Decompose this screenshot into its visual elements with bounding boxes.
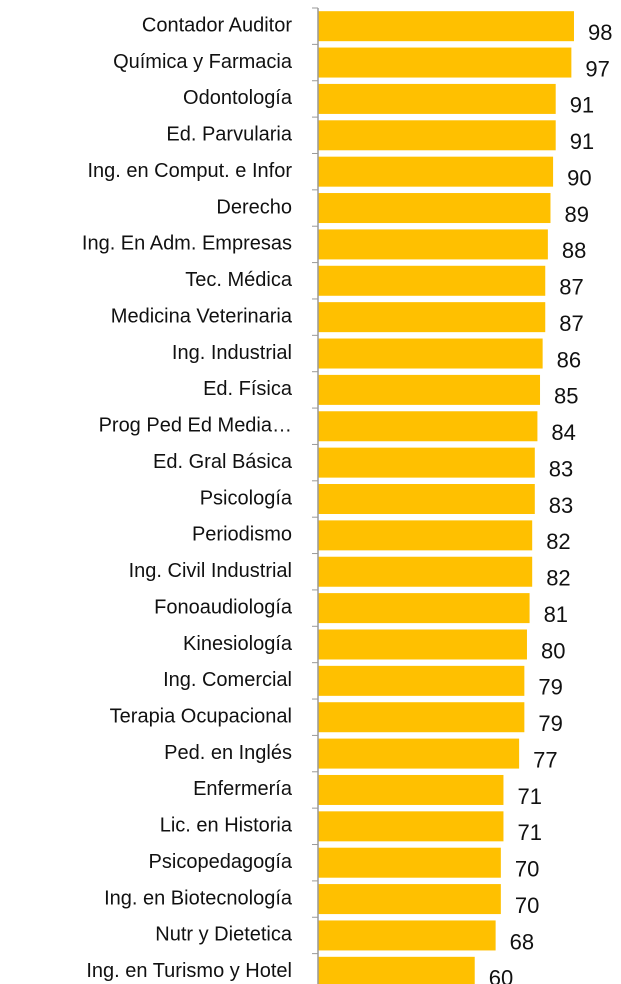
category-label: Ed. Gral Básica bbox=[153, 451, 293, 473]
category-label: Periodismo bbox=[192, 524, 292, 546]
bar bbox=[318, 847, 501, 878]
category-label: Ing. Civil Industrial bbox=[129, 560, 292, 582]
value-label: 82 bbox=[546, 529, 570, 554]
category-label: Terapia Ocupacional bbox=[110, 706, 292, 728]
value-label: 97 bbox=[585, 56, 609, 81]
bar bbox=[318, 738, 520, 769]
bar bbox=[318, 193, 551, 224]
value-label: 71 bbox=[517, 820, 541, 845]
bar bbox=[318, 447, 535, 478]
bar bbox=[318, 265, 546, 296]
value-label: 85 bbox=[554, 384, 578, 409]
category-label: Medicina Veterinaria bbox=[111, 305, 293, 327]
category-label: Ing. en Biotecnología bbox=[104, 887, 293, 909]
value-label: 70 bbox=[515, 857, 539, 882]
bar bbox=[318, 338, 543, 369]
category-label: Enfermería bbox=[193, 778, 293, 800]
value-label: 83 bbox=[549, 493, 573, 518]
value-label: 88 bbox=[562, 238, 586, 263]
category-label: Ing. en Turismo y Hotel bbox=[86, 960, 292, 982]
value-label: 79 bbox=[538, 711, 562, 736]
category-label: Ing. Comercial bbox=[163, 669, 292, 691]
value-label: 70 bbox=[515, 893, 539, 918]
value-label: 77 bbox=[533, 747, 557, 772]
category-label: Tec. Médica bbox=[185, 269, 293, 291]
category-label: Ing. Industrial bbox=[172, 342, 292, 364]
value-label: 84 bbox=[551, 420, 575, 445]
category-label: Lic. en Historia bbox=[160, 815, 293, 837]
value-label: 60 bbox=[489, 966, 513, 984]
value-label: 81 bbox=[544, 602, 568, 627]
bar bbox=[318, 156, 554, 187]
bar bbox=[318, 702, 525, 733]
category-label: Ing. En Adm. Empresas bbox=[82, 233, 292, 255]
value-label: 91 bbox=[570, 93, 594, 118]
category-label: Prog Ped Ed Media… bbox=[99, 415, 292, 437]
bar bbox=[318, 411, 538, 442]
value-label: 82 bbox=[546, 566, 570, 591]
value-label: 83 bbox=[549, 456, 573, 481]
category-label: Ing. en Comput. e Infor bbox=[87, 160, 292, 182]
category-label: Fonoaudiología bbox=[154, 596, 293, 618]
category-label: Psicología bbox=[200, 487, 293, 509]
bar bbox=[318, 884, 501, 915]
value-label: 86 bbox=[557, 347, 581, 372]
bar bbox=[318, 484, 535, 514]
bar bbox=[318, 120, 556, 151]
value-label: 87 bbox=[559, 275, 583, 300]
bar bbox=[318, 629, 527, 660]
bar bbox=[318, 811, 504, 842]
category-label: Psicopedagogía bbox=[149, 851, 293, 873]
bar bbox=[318, 774, 504, 805]
value-label: 80 bbox=[541, 638, 565, 663]
category-label: Química y Farmacia bbox=[113, 51, 293, 73]
value-label: 98 bbox=[588, 20, 612, 45]
bar bbox=[318, 374, 541, 405]
category-label: Ped. en Inglés bbox=[164, 742, 292, 764]
category-label: Contador Auditor bbox=[142, 14, 292, 36]
bar bbox=[318, 956, 475, 984]
category-label: Kinesiología bbox=[183, 633, 293, 655]
category-label: Derecho bbox=[216, 196, 292, 218]
bar bbox=[318, 11, 574, 42]
bar bbox=[318, 593, 530, 624]
value-label: 71 bbox=[517, 784, 541, 809]
bar bbox=[318, 83, 556, 114]
value-label: 79 bbox=[538, 675, 562, 700]
value-label: 87 bbox=[559, 311, 583, 336]
bar bbox=[318, 556, 533, 587]
category-label: Ed. Física bbox=[203, 378, 293, 400]
category-label: Ed. Parvularia bbox=[166, 124, 292, 146]
value-label: 68 bbox=[510, 929, 534, 954]
bar bbox=[318, 302, 546, 333]
bar bbox=[318, 520, 533, 551]
category-label: Nutr y Dietetica bbox=[155, 924, 293, 946]
bar bbox=[318, 920, 496, 951]
value-label: 90 bbox=[567, 165, 591, 190]
category-label: Odontología bbox=[183, 87, 293, 109]
value-label: 89 bbox=[564, 202, 588, 227]
bar bbox=[318, 229, 548, 260]
bar bbox=[318, 47, 572, 78]
bar bbox=[318, 665, 525, 696]
value-label: 91 bbox=[570, 129, 594, 154]
